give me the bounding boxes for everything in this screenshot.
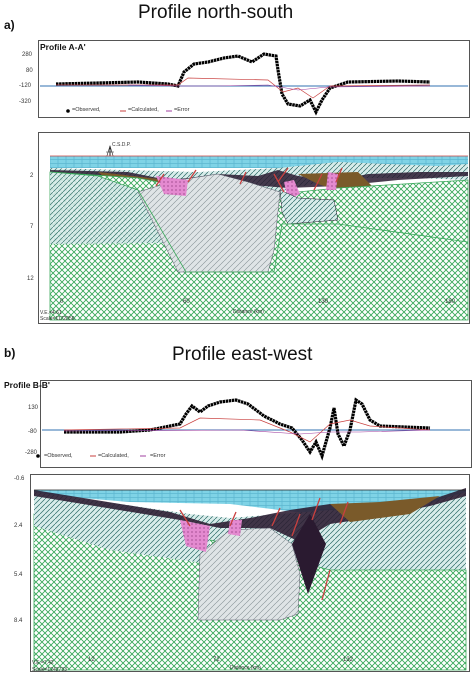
panel-b-geologic-model [33,488,467,671]
panel-a-distance-tick: 180 [445,299,456,305]
panel-a-label: a) [4,18,15,32]
panel-a-anomaly-tick: 80 [26,68,33,74]
mid-basement-b [34,526,210,590]
panel-a-profile-name: Profile A-A' [40,42,86,52]
panel-a-ve: V.E.=4.61 [40,310,62,316]
panel-b-distance-tick: 132 [343,657,354,663]
panel-b-title: Profile east-west [172,344,313,365]
panel-a-anomaly-frame [38,40,470,118]
observed-curve [55,52,431,116]
panel-a-geologic-model [49,144,469,321]
panel-a-title: Profile north-south [138,2,294,23]
observed-curve-b [64,397,431,461]
panel-a-anomaly-tick: -120 [19,83,32,89]
legend-observed-marker-b [36,454,40,458]
panel-b-distance-tick: 12 [88,657,95,663]
legend-calculated-b: =Calculated, [98,453,129,459]
legend-observed-marker [66,109,70,113]
legend-error-b: =Error [150,453,166,459]
panel-b-anomaly-tick: -80 [28,429,37,435]
panel-b-anomaly-frame [40,380,472,468]
panel-b-depth-tick: 5.4 [14,572,23,578]
legend-observed-b: =Observed, [44,453,73,459]
panel-b-distance-tick: 72 [213,657,220,663]
pink-body-b2 [228,520,242,536]
grey-intrusion-b [197,527,301,621]
grey-intrusion-a [137,173,281,273]
panel-b-depth-tick: 8.4 [14,618,23,624]
pink-body-a1 [156,176,188,196]
panel-b-anomaly-tick: -280 [25,450,38,456]
panel-b-profile-name: Profile B-B' [4,380,50,390]
pink-body-b1 [180,520,210,552]
panel-a-distance-tick: 0 [60,299,64,305]
panel-a-distance-tick: 60 [183,299,190,305]
calculated-curve-b [63,417,431,443]
basement-top-line [49,171,469,273]
panel-a-depth-tick: 2 [30,173,34,179]
panel-a-distance-label: Distance (km) [233,309,264,315]
central-sag [279,189,339,225]
panel-b-distance-label: Distance (km) [230,665,261,671]
panel-b-model-frame [30,474,470,672]
panel-b-label: b) [4,346,16,360]
panel-b-depth-tick: -0.6 [14,476,25,482]
panel-a-depth-tick: 12 [27,276,34,282]
fault-lines-b [179,497,349,601]
error-curve-b [63,429,431,435]
error-curve [127,84,431,91]
panel-b-depth-tick: 2.4 [14,523,23,529]
legend-error: =Error [174,107,190,113]
panel-a-anomaly-tick: -320 [19,99,32,105]
dark-sediment [50,170,468,188]
panel-b-anomaly-plot [36,397,470,461]
panel-b-anomaly-tick: 130 [28,405,39,411]
right-basin-b [330,534,390,570]
pink-body-a3 [326,172,338,190]
calculated-curve [56,77,431,99]
left-wedge-b [34,498,210,564]
panel-a-model-frame [38,132,470,324]
panel-b-ve: V.E.=7.42 [32,660,54,666]
legend-observed: =Observed, [72,107,101,113]
fault-lines-a [155,167,343,193]
panel-a-scale: Scale=1172056 [40,316,75,322]
panel-b-scale: Scale=1242733 [32,667,67,673]
legend-calculated: =Calculated, [128,107,159,113]
panel-a-distance-tick: 130 [318,299,329,305]
panel-a-depth-tick: 7 [30,224,34,230]
brown-sediment-b [330,496,440,522]
well-label: C.S.D.P. [112,142,131,148]
panel-a-anomaly-tick: 280 [22,52,33,58]
deep-trough-b [292,514,326,594]
panel-a-anomaly-plot [40,52,468,116]
